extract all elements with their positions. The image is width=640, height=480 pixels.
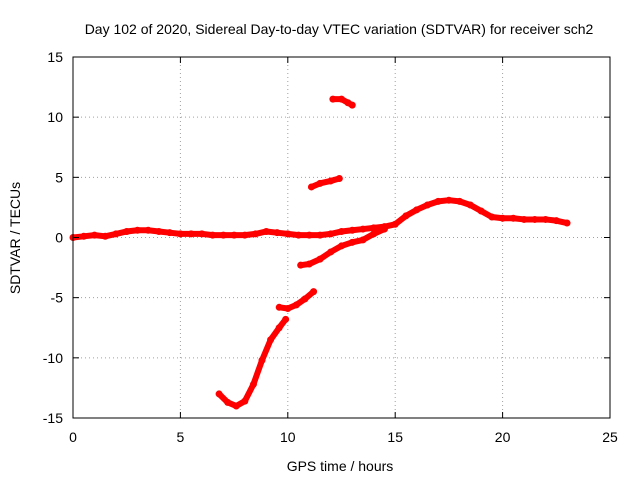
data-point (144, 226, 152, 234)
data-point (80, 232, 88, 240)
data-point (542, 215, 550, 223)
data-point (295, 231, 303, 239)
data-point (509, 214, 517, 222)
y-tick-label: -10 (43, 350, 63, 366)
data-point (423, 201, 431, 209)
y-tick-label: 10 (47, 109, 63, 125)
data-point (112, 230, 120, 238)
data-point (380, 225, 388, 233)
data-point (434, 197, 442, 205)
data-point (348, 238, 356, 246)
data-point (316, 231, 324, 239)
data-point (224, 398, 232, 406)
data-point (531, 215, 539, 223)
data-point (241, 397, 249, 405)
data-point (284, 230, 292, 238)
y-tick-label: 0 (55, 230, 63, 246)
data-point (348, 226, 356, 234)
data-point (327, 248, 335, 256)
data-point (301, 295, 309, 303)
axis-ticks: 0 5 10 15 20 25 -15 -10 -5 0 5 10 15 (43, 49, 618, 445)
data-point (282, 315, 290, 323)
x-tick-label: 25 (602, 429, 618, 445)
data-point (230, 231, 238, 239)
data-point (166, 229, 174, 237)
data-point (284, 304, 292, 312)
data-point (275, 324, 283, 332)
data-point (252, 230, 260, 238)
data-point (327, 230, 335, 238)
data-point (316, 255, 324, 263)
data-point (466, 201, 474, 209)
data-point (275, 303, 283, 311)
y-axis-label: SDTVAR / TECUs (7, 182, 23, 294)
data-point (391, 220, 399, 228)
data-point (267, 336, 275, 344)
data-point (155, 227, 163, 235)
data-point (370, 224, 378, 232)
data-point (359, 225, 367, 233)
data-point (488, 213, 496, 221)
x-tick-label: 20 (495, 429, 511, 445)
data-point (563, 219, 571, 227)
y-tick-label: -15 (43, 410, 63, 426)
data-point (249, 380, 257, 388)
data-point (335, 175, 343, 183)
data-layer (69, 95, 571, 410)
data-point (305, 231, 313, 239)
data-point (262, 227, 270, 235)
data-point (90, 231, 98, 239)
data-point (348, 101, 356, 109)
chart-title: Day 102 of 2020, Sidereal Day-to-day VTE… (85, 21, 594, 37)
y-tick-label: -5 (51, 290, 64, 306)
data-point (258, 356, 266, 364)
gridlines (73, 57, 610, 418)
data-point (273, 229, 281, 237)
data-point (297, 261, 305, 269)
data-point (338, 95, 345, 103)
data-point (338, 242, 345, 250)
data-point (232, 402, 240, 410)
y-tick-label: 15 (47, 49, 63, 65)
y-tick-label: 5 (55, 169, 63, 185)
data-point (133, 226, 141, 234)
data-point (198, 230, 206, 238)
data-point (209, 231, 217, 239)
data-point (552, 217, 560, 225)
data-point (307, 183, 315, 191)
data-point (477, 207, 485, 215)
data-point (338, 227, 345, 235)
data-series-line (308, 175, 343, 190)
data-point (305, 260, 313, 268)
data-point (310, 288, 318, 296)
x-tick-label: 15 (387, 429, 403, 445)
data-point (370, 230, 378, 238)
data-point (241, 231, 249, 239)
data-point (520, 215, 528, 223)
data-point (219, 231, 227, 239)
data-point (402, 212, 410, 220)
data-point (359, 236, 367, 244)
data-point (101, 232, 109, 240)
data-point (329, 95, 337, 103)
data-point (445, 196, 453, 204)
data-point (456, 197, 464, 205)
data-point (187, 230, 195, 238)
data-point (292, 301, 300, 309)
data-point (327, 177, 335, 185)
x-tick-label: 5 (177, 429, 185, 445)
x-tick-label: 0 (69, 429, 77, 445)
data-point (123, 227, 131, 235)
data-point (176, 230, 184, 238)
x-axis-label: GPS time / hours (287, 458, 394, 474)
x-tick-label: 10 (280, 429, 296, 445)
data-point (499, 214, 507, 222)
data-point (316, 179, 324, 187)
data-series-line (216, 316, 289, 409)
data-point (413, 206, 421, 214)
data-point (215, 390, 223, 398)
